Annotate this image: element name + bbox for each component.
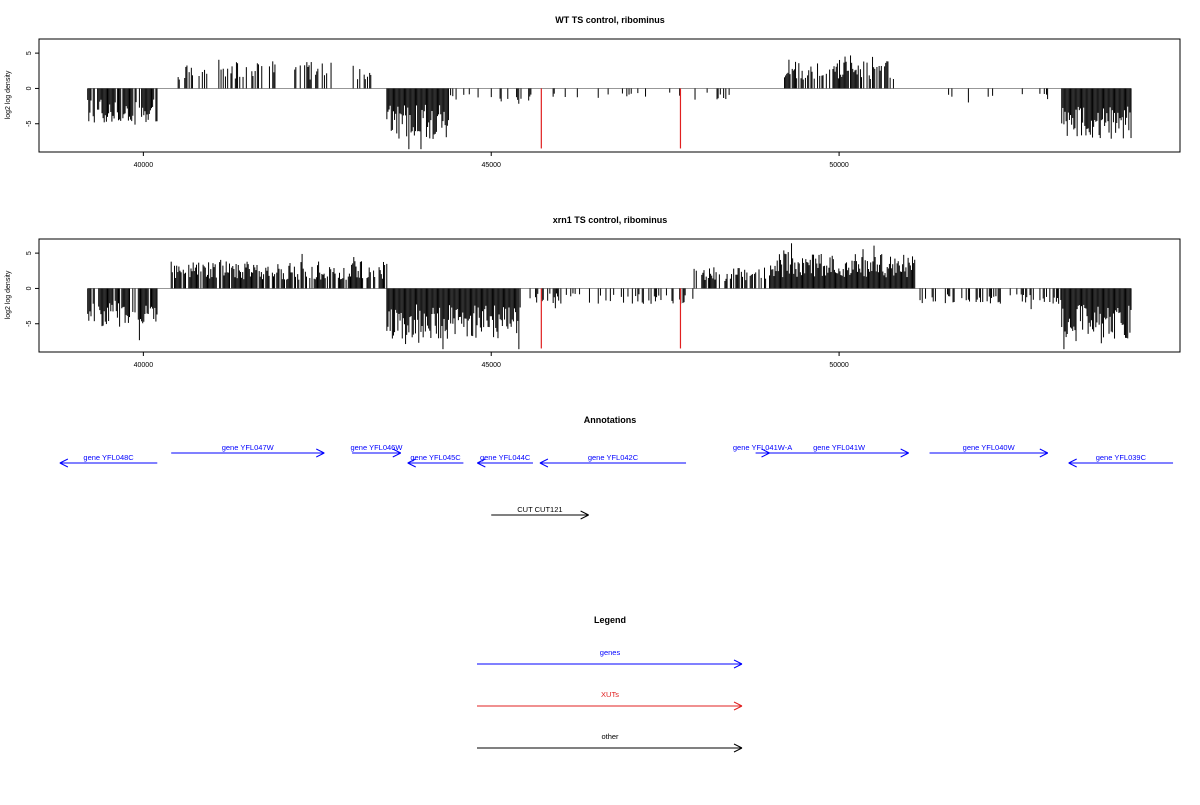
x-tick-label: 45000 (481, 162, 501, 169)
legend-item-label: XUTs (601, 690, 619, 699)
annotation-label: gene YFL045C (410, 453, 461, 462)
annotation-arrowhead (316, 448, 325, 454)
annotation-arrowhead (407, 462, 416, 468)
legend-arrowhead (733, 743, 743, 749)
annotation-arrowhead (580, 510, 589, 516)
annotations-title: Annotations (584, 415, 637, 425)
annotation-arrowhead (1039, 452, 1049, 458)
legend-item-label: genes (600, 648, 621, 657)
y-tick-label: 0 (26, 86, 33, 90)
xrn1-y-axis-label: log2 log density (5, 270, 12, 319)
annotation-label: gene YFL039C (1096, 453, 1147, 462)
annotation-arrowhead (900, 448, 909, 454)
annotation-arrowhead (1068, 458, 1077, 464)
x-tick-label: 40000 (134, 162, 154, 169)
legend-arrowhead (733, 663, 743, 669)
annotation-arrowhead (477, 458, 486, 464)
y-tick-label: 0 (26, 286, 33, 290)
legend-items: genes XUTs other (477, 648, 743, 753)
y-tick-label: -5 (26, 121, 33, 127)
annotation-arrowhead (477, 462, 486, 468)
annotation-arrowhead (392, 448, 402, 454)
annotation-arrowhead (59, 458, 69, 464)
xrn1-axes: 40000 45000 50000 -5 0 5 (26, 251, 1132, 369)
annotation-arrowhead (539, 458, 549, 464)
xrn1-bars (87, 243, 1132, 350)
annotation-items: gene YFL048C gene YFL047W gene YFL046W gene… (59, 443, 1174, 520)
annotation-arrowhead (580, 514, 589, 520)
wt-panel-title: WT TS control, ribominus (555, 15, 665, 25)
legend-arrowhead (733, 659, 743, 665)
annotation-arrowhead (900, 452, 909, 458)
annotation-arrowhead (392, 452, 402, 458)
wt-bars (87, 55, 1132, 150)
annotation-label: gene YFL042C (588, 453, 639, 462)
xrn1-panel-title: xrn1 TS control, ribominus (553, 215, 668, 225)
legend-item-label: other (601, 732, 619, 741)
annotation-label: gene YFL046W (350, 443, 403, 452)
annotation-arrowhead (316, 452, 325, 458)
annotation-arrowhead (761, 452, 770, 458)
annotation-arrowhead (1068, 462, 1077, 468)
y-tick-label: 5 (26, 251, 33, 255)
legend: Legend genes XUTs other (477, 615, 743, 753)
legend-arrowhead (733, 747, 743, 753)
annotation-label: CUT CUT121 (517, 505, 562, 514)
annotation-arrowhead (1039, 448, 1049, 454)
annotation-arrowhead (59, 462, 69, 468)
annotation-label: gene YFL044C (480, 453, 531, 462)
wt-y-axis-label: log2 log density (5, 70, 12, 119)
xrn1-panel: xrn1 TS control, ribominus log2 log dens… (5, 215, 1181, 369)
wt-highlight-lines (540, 88, 682, 149)
y-tick-label: -5 (26, 321, 33, 327)
annotation-label: gene YFL048C (83, 453, 134, 462)
legend-title: Legend (594, 615, 626, 625)
annotation-label: gene YFL040W (963, 443, 1016, 452)
xrn1-highlight-lines (540, 288, 682, 349)
annotation-arrowhead (761, 448, 770, 454)
annotation-arrowhead (407, 458, 416, 464)
x-tick-label: 50000 (829, 162, 849, 169)
x-tick-label: 45000 (481, 362, 501, 369)
legend-arrowhead (733, 705, 743, 711)
annotation-label: gene YFL041W (813, 443, 866, 452)
wt-panel: WT TS control, ribominus log2 log densit… (5, 15, 1181, 169)
wt-plot-frame (38, 38, 1181, 153)
x-tick-label: 50000 (829, 362, 849, 369)
y-tick-label: 5 (26, 51, 33, 55)
x-tick-label: 40000 (134, 362, 154, 369)
annotation-label: gene YFL041W-A (733, 443, 792, 452)
legend-arrowhead (733, 701, 743, 707)
xrn1-plot-frame (38, 238, 1181, 353)
annotation-label: gene YFL047W (222, 443, 275, 452)
annotation-arrowhead (539, 462, 549, 468)
